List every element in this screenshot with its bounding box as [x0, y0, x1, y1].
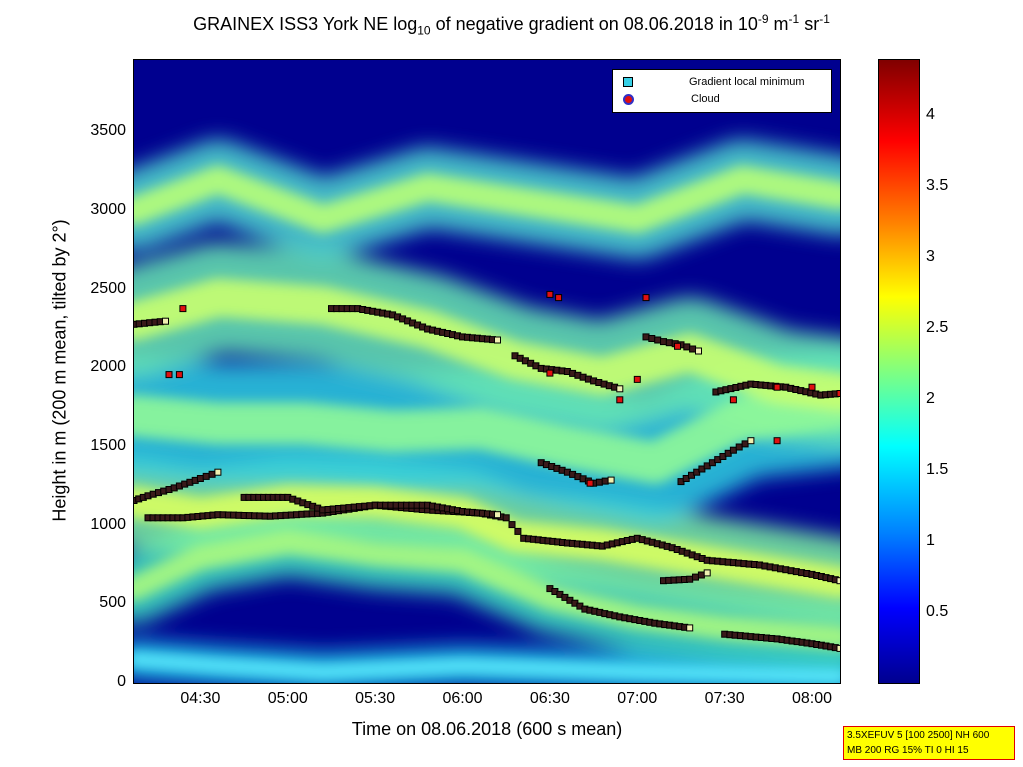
x-axis-label: Time on 08.06.2018 (600 s mean): [351, 719, 623, 739]
gradient-minimum-point: [502, 514, 510, 522]
cloud-point: [633, 375, 641, 383]
gradient-minimum-point: [208, 470, 216, 478]
gradient-minimum-point: [162, 317, 169, 325]
cloud-point: [642, 294, 650, 302]
gradient-minimum-point: [703, 569, 711, 577]
cloud-point: [586, 479, 594, 487]
x-tick-label: 06:00: [442, 690, 483, 707]
info-box: 3.5XEFUV 5 [100 2500] NH 600 MB 200 RG 1…: [843, 726, 1015, 760]
gradient-minimum-point: [836, 577, 840, 585]
gradient-minimum-point: [665, 339, 673, 347]
gradient-minimum-point: [660, 338, 667, 346]
cloud-point: [674, 342, 681, 350]
y-axis-label: Height in m (200 m mean, tilted by 2°): [49, 219, 70, 522]
minimum-marker-icon: [623, 77, 633, 87]
gradient-minimum-point: [697, 571, 705, 579]
gradient-minimum-point: [695, 347, 702, 355]
cloud-point: [773, 437, 781, 445]
gradient-minimum-point: [607, 476, 615, 484]
gradient-layer-core: [134, 652, 840, 683]
legend: Gradient local minimum Cloud: [612, 69, 832, 113]
gradient-minimum-point: [601, 477, 609, 485]
colorbar-tick-label: 1.5: [926, 460, 949, 478]
gradient-minimum-point: [616, 385, 624, 393]
cloud-point: [616, 396, 624, 404]
info-line-1: 3.5XEFUV 5 [100 2500] NH 600: [847, 730, 990, 741]
cloud-point: [179, 305, 187, 313]
cloud-point: [175, 371, 183, 379]
colorbar-tick-label: 2.5: [926, 318, 949, 336]
gradient-minimum-point: [214, 468, 222, 476]
y-tick-label: 3500: [90, 122, 126, 140]
gradient-minimum-point: [689, 345, 697, 353]
heatmap-svg: [134, 139, 840, 683]
gradient-layer-core: [134, 278, 840, 412]
gradient-minimum-point: [494, 336, 501, 344]
gradient-minimum-point: [683, 343, 691, 351]
colorbar: [878, 59, 920, 684]
cloud-point: [165, 371, 173, 379]
info-line-2: MB 200 RG 15% TI 0 HI 15: [847, 745, 969, 756]
x-tick-label: 06:30: [529, 690, 570, 707]
y-tick-label: 0: [117, 673, 126, 690]
gradient-minimum-point: [729, 446, 737, 454]
colorbar-tick-label: 2: [926, 389, 935, 407]
colorbar-tick-label: 3.5: [926, 176, 949, 194]
cloud-point: [773, 383, 781, 391]
gradient-minimum-point: [686, 575, 694, 583]
gradient-layer-core: [134, 386, 840, 484]
gradient-minimum-point: [654, 336, 662, 344]
gradient-minimum-point: [514, 527, 522, 535]
x-tick-label: 07:30: [704, 690, 745, 707]
x-tick-label: 07:00: [617, 690, 658, 707]
gradient-minimum-point: [692, 573, 699, 581]
colorbar-tick-label: 0.5: [926, 602, 949, 620]
y-tick-label: 1000: [90, 515, 126, 533]
x-tick-label: 05:00: [267, 690, 308, 707]
gradient-minimum-point: [595, 478, 603, 486]
cloud-point: [546, 290, 554, 298]
cloud-marker-icon: [623, 93, 634, 105]
gradient-minimum-point: [648, 335, 656, 342]
legend-item-minimum: Gradient local minimum: [623, 74, 805, 90]
gradient-layer-core: [134, 165, 840, 233]
gradient-minimum-point: [196, 475, 204, 482]
cloud-point: [836, 390, 840, 397]
cloud-point: [546, 369, 554, 377]
legend-item-cloud: Cloud: [623, 91, 720, 107]
y-tick-label: 2500: [90, 279, 126, 297]
colorbar-tick-label: 4: [926, 105, 935, 123]
gradient-minimum-point: [836, 644, 840, 652]
chart-title: GRAINEX ISS3 York NE log10 of negative g…: [193, 12, 830, 38]
gradient-minimum-point: [735, 443, 743, 451]
plot-area[interactable]: Gradient local minimum Cloud: [133, 59, 841, 684]
colorbar-tick-label: 3: [926, 247, 935, 265]
colorbar-tick-label: 1: [926, 531, 935, 549]
x-tick-label: 05:30: [355, 690, 396, 707]
y-tick-label: 500: [99, 594, 126, 612]
y-tick-label: 2000: [90, 358, 126, 376]
gradient-minimum-point: [508, 521, 516, 529]
cloud-point: [555, 294, 563, 302]
gradient-minimum-point: [494, 511, 501, 519]
x-tick-label: 08:00: [792, 690, 833, 707]
gradient-minimum-point: [686, 624, 694, 632]
y-tick-label: 3000: [90, 201, 126, 219]
gradient-minimum-point: [741, 440, 749, 448]
cloud-point: [808, 383, 816, 391]
cloud-point: [729, 396, 737, 404]
x-tick-label: 04:30: [180, 690, 221, 707]
gradient-minimum-point: [747, 437, 755, 445]
gradient-minimum-point: [642, 333, 650, 341]
y-tick-label: 1500: [90, 437, 126, 454]
gradient-layer-core: [134, 529, 840, 650]
gradient-minimum-point: [202, 472, 210, 480]
